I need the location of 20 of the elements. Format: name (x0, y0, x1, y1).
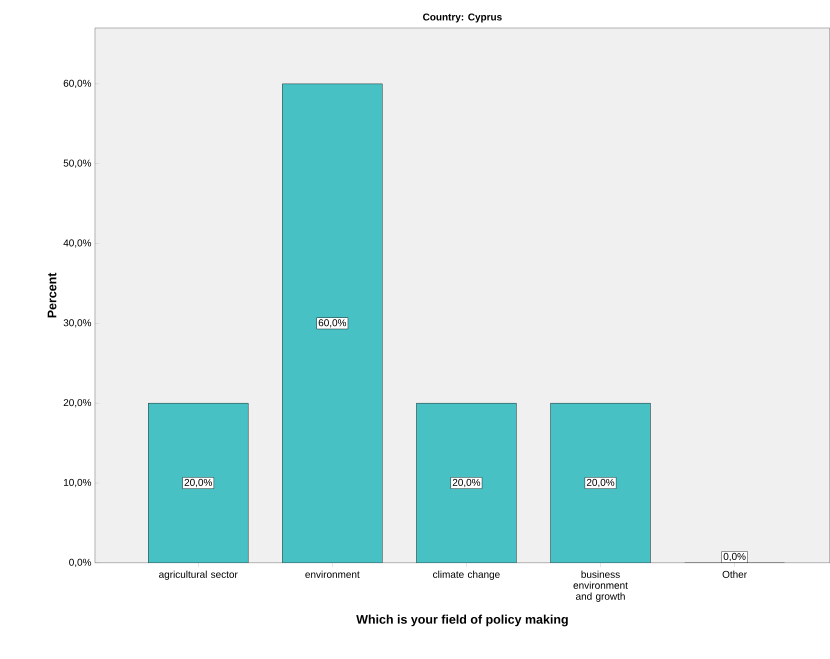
y-tick-label: 60,0% (64, 80, 92, 88)
data-label: 60,0% (318, 319, 346, 328)
chart-title: Country: Cyprus (423, 14, 502, 23)
y-axis-title: Percent (48, 272, 56, 318)
y-tick-label: 50,0% (64, 160, 92, 168)
y-tick-label: 30,0% (64, 319, 92, 328)
x-tick-label: climate change (433, 570, 500, 580)
x-tick-label: Other (722, 570, 747, 578)
y-tick-label: 20,0% (64, 399, 92, 408)
x-tick-label: business environment and growth (574, 570, 628, 602)
y-tick-label: 10,0% (64, 478, 92, 488)
x-axis-title: Which is your field of policy making (356, 614, 568, 626)
y-tick-label: 40,0% (63, 240, 92, 248)
data-label: 20,0% (586, 478, 614, 488)
data-label: 0,0% (724, 553, 746, 562)
y-tick-label: 0,0% (69, 558, 92, 568)
x-tick-label: agricultural sector (159, 570, 238, 580)
x-tick-label: environment (305, 570, 360, 578)
data-label: 20,0% (452, 478, 480, 488)
data-label: 20,0% (184, 478, 212, 488)
